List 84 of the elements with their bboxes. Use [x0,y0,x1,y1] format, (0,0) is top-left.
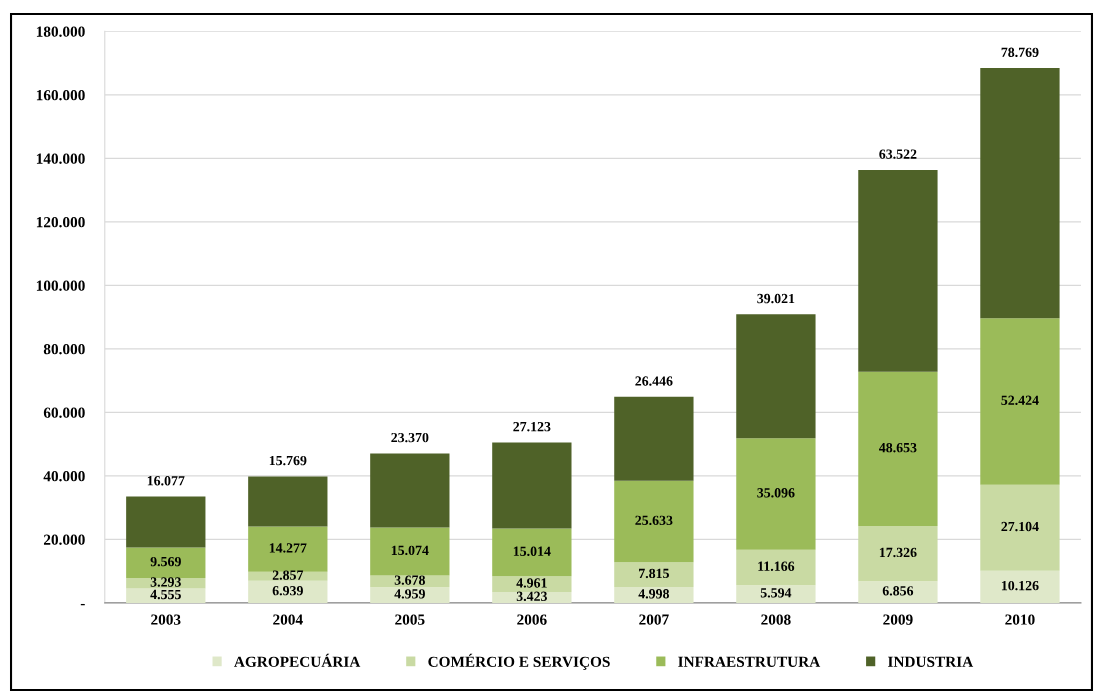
bar [492,592,572,603]
bar [126,547,206,578]
bar [614,562,694,588]
y-tick-label: 160.000 [36,90,85,101]
bar [736,314,816,439]
bar [126,588,206,603]
bar [492,442,572,529]
x-tick-label: 2003 [151,614,181,625]
data-label: 48.653 [879,442,917,453]
data-label: 15.074 [391,545,429,556]
data-label: 52.424 [1001,395,1039,405]
data-label: 78.769 [1001,47,1039,58]
bar [736,549,816,586]
bar [980,570,1060,603]
bar [248,476,328,527]
bar [614,396,694,481]
bar [614,587,694,603]
data-label: 27.104 [1001,521,1039,532]
data-label: 63.522 [879,149,917,159]
legend-label: INFRAESTRUTURA [678,656,821,667]
bar [980,68,1060,319]
bar [370,587,450,603]
x-tick-label: 2008 [761,614,791,625]
y-tick-label: 140.000 [36,153,85,164]
data-label: 2.857 [272,570,304,580]
y-tick-label: 180.000 [36,26,85,37]
bar [980,484,1060,571]
bar [858,371,938,527]
data-label: 14.277 [269,543,307,553]
bar [370,575,450,588]
data-label: 10.126 [1001,580,1039,591]
data-label: 27.123 [513,422,551,432]
bar [370,453,450,528]
data-label: 3.423 [516,591,547,602]
bar [614,480,694,563]
data-label: 7.815 [639,568,669,579]
data-label: 17.326 [879,547,917,558]
y-tick-label: 80.000 [43,344,85,355]
y-tick-label: 20.000 [43,534,85,545]
x-tick-label: 2007 [639,614,669,625]
bar [858,169,938,372]
legend-label: AGROPECUÁRIA [234,653,361,667]
x-tick-label: 2009 [883,614,913,625]
x-tick-label: 2006 [517,614,547,625]
bar [126,496,206,548]
data-label: 16.077 [147,476,185,486]
data-label: 4.555 [150,589,181,600]
y-tick-label: 60.000 [43,407,85,418]
data-label: 9.569 [150,556,181,567]
data-label: 4.959 [394,589,425,599]
bar [370,527,450,576]
bar [492,576,572,593]
data-label: 25.633 [635,515,673,526]
x-tick-label: 2010 [1005,614,1035,625]
data-label: 35.096 [757,488,795,498]
y-tick-label: 100.000 [36,280,85,291]
bar [248,580,328,603]
x-tick-label: 2005 [395,614,425,625]
data-label: 39.021 [757,293,795,304]
data-label: 15.014 [513,546,551,556]
data-label: 6.939 [272,586,303,596]
x-tick-label: 2004 [273,614,303,625]
bar [248,526,328,572]
bar [492,528,572,577]
legend-label: COMÉRCIO E SERVIÇOS [428,653,610,670]
bar [736,438,816,550]
data-label: 15.769 [269,455,307,466]
legend-label: INDUSTRIA [887,656,974,667]
bar [736,585,816,603]
data-label: 11.166 [758,561,795,571]
data-label: 3.678 [394,575,425,585]
bar [858,581,938,603]
y-tick-label: 40.000 [43,471,85,482]
data-label: 4.998 [638,589,670,599]
data-label: 6.856 [882,586,914,596]
y-tick-label: 120.000 [36,217,85,228]
data-label: 26.446 [635,376,673,386]
bar [980,318,1060,485]
data-label: 23.370 [391,432,429,443]
bar [858,526,938,582]
data-label: 3.293 [150,577,181,587]
data-label: 5.594 [760,588,792,598]
y-tick-label: - [80,603,85,606]
data-label: 4.961 [516,578,547,588]
